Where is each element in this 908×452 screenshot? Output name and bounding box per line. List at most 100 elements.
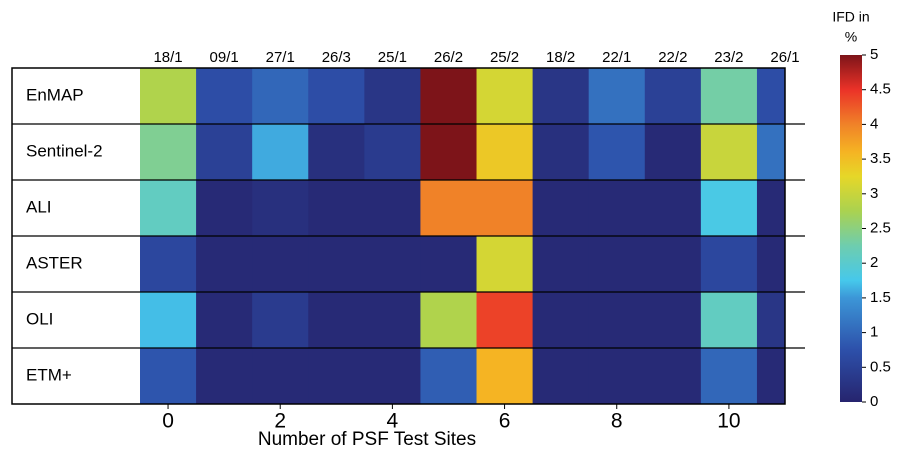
heatmap-cell	[476, 236, 534, 293]
heatmap-cell	[588, 68, 646, 125]
heatmap-cell	[644, 124, 702, 181]
column-label: 18/1	[153, 49, 182, 66]
colorbar-tick-label: 0	[870, 393, 878, 410]
colorbar-tick-label: 3.5	[870, 150, 891, 167]
heatmap-cell	[700, 292, 758, 349]
x-tick-label: 4	[387, 410, 399, 433]
heatmap-cell	[252, 348, 309, 404]
row-label: ETM+	[26, 365, 72, 384]
row-label: EnMAP	[26, 85, 84, 104]
heatmap-cell	[364, 236, 421, 293]
heatmap-cell	[420, 68, 478, 125]
heatmap-cell	[700, 68, 758, 125]
colorbar-tick-label: 1.5	[870, 289, 891, 306]
x-tick-label: 10	[717, 410, 740, 433]
column-label: 09/1	[210, 49, 239, 66]
column-label: 18/2	[546, 49, 575, 66]
heatmap-cell	[532, 292, 590, 349]
heatmap-cell	[420, 348, 478, 404]
colorbar-title: IFD in	[832, 9, 869, 25]
row-label: ASTER	[26, 253, 83, 272]
column-label: 25/2	[490, 49, 519, 66]
heatmap-cell	[756, 292, 785, 349]
heatmap-cell	[700, 348, 758, 404]
heatmap-cell	[532, 348, 590, 404]
heatmap-cell	[252, 236, 309, 293]
column-label: 26/3	[322, 49, 351, 66]
heatmap-cell	[308, 124, 365, 181]
heatmap-cell	[588, 236, 646, 293]
heatmap-cell	[588, 180, 646, 237]
column-label: 26/2	[434, 49, 463, 66]
frame	[11, 67, 786, 405]
column-label: 22/1	[602, 49, 631, 66]
heatmap-cell	[476, 180, 534, 237]
colorbar-tick-label: 3	[870, 185, 878, 202]
heatmap-cell	[140, 292, 197, 349]
heatmap-cell	[252, 68, 309, 125]
heatmap-cell	[308, 292, 365, 349]
heatmap-cell	[644, 348, 702, 404]
column-label: 22/2	[658, 49, 687, 66]
heatmap-cell	[420, 292, 478, 349]
colorbar	[840, 55, 862, 402]
heatmap-cell	[756, 348, 785, 404]
heatmap-cell	[196, 124, 253, 181]
heatmap-cell	[196, 236, 253, 293]
row-label: OLI	[26, 309, 53, 328]
heatmap-cell	[308, 68, 365, 125]
heatmap-cells	[140, 68, 785, 404]
heatmap-cell	[420, 124, 478, 181]
column-label: 25/1	[378, 49, 407, 66]
heatmap-cell	[756, 236, 785, 293]
heatmap-cell	[476, 124, 534, 181]
heatmap-cell	[196, 292, 253, 349]
heatmap-cell	[644, 68, 702, 125]
x-tick-label: 6	[499, 410, 511, 433]
heatmap-cell	[140, 348, 197, 404]
heatmap-cell	[420, 180, 478, 237]
colorbar-title: %	[845, 29, 857, 45]
row-label: Sentinel-2	[26, 141, 103, 160]
heatmap-cell	[252, 292, 309, 349]
heatmap-cell	[588, 292, 646, 349]
colorbar-tick-label: 4	[870, 115, 878, 132]
heatmap-cell	[700, 180, 758, 237]
heatmap-cell	[252, 180, 309, 237]
heatmap-cell	[196, 348, 253, 404]
heatmap-cell	[140, 236, 197, 293]
heatmap-cell	[532, 180, 590, 237]
heatmap-cell	[532, 124, 590, 181]
column-label: 27/1	[266, 49, 295, 66]
column-label: 26/1	[770, 49, 799, 66]
heatmap-cell	[476, 348, 534, 404]
heatmap-cell	[364, 348, 421, 404]
heatmap-cell	[420, 236, 478, 293]
colorbar-tick-label: 2.5	[870, 219, 891, 236]
row-label: ALI	[26, 197, 52, 216]
x-axis-label: Number of PSF Test Sites	[258, 429, 476, 450]
heatmap-cell	[140, 180, 197, 237]
heatmap-cell	[756, 124, 785, 181]
heatmap-cell	[756, 180, 785, 237]
column-label: 23/2	[714, 49, 743, 66]
heatmap-cell	[364, 124, 421, 181]
heatmap-cell	[308, 180, 365, 237]
heatmap-cell	[532, 236, 590, 293]
heatmap-cell	[644, 236, 702, 293]
heatmap-cell	[140, 124, 197, 181]
heatmap-cell	[308, 348, 365, 404]
heatmap-cell	[644, 292, 702, 349]
heatmap-cell	[196, 68, 253, 125]
colorbar-tick-label: 0.5	[870, 358, 891, 375]
heatmap-cell	[700, 236, 758, 293]
x-tick-label: 8	[611, 410, 623, 433]
heatmap-cell	[588, 124, 646, 181]
heatmap-cell	[644, 180, 702, 237]
heatmap-cell	[364, 292, 421, 349]
heatmap-cell	[140, 68, 197, 125]
heatmap-cell	[364, 68, 421, 125]
heatmap-cell	[252, 124, 309, 181]
heatmap-cell	[364, 180, 421, 237]
